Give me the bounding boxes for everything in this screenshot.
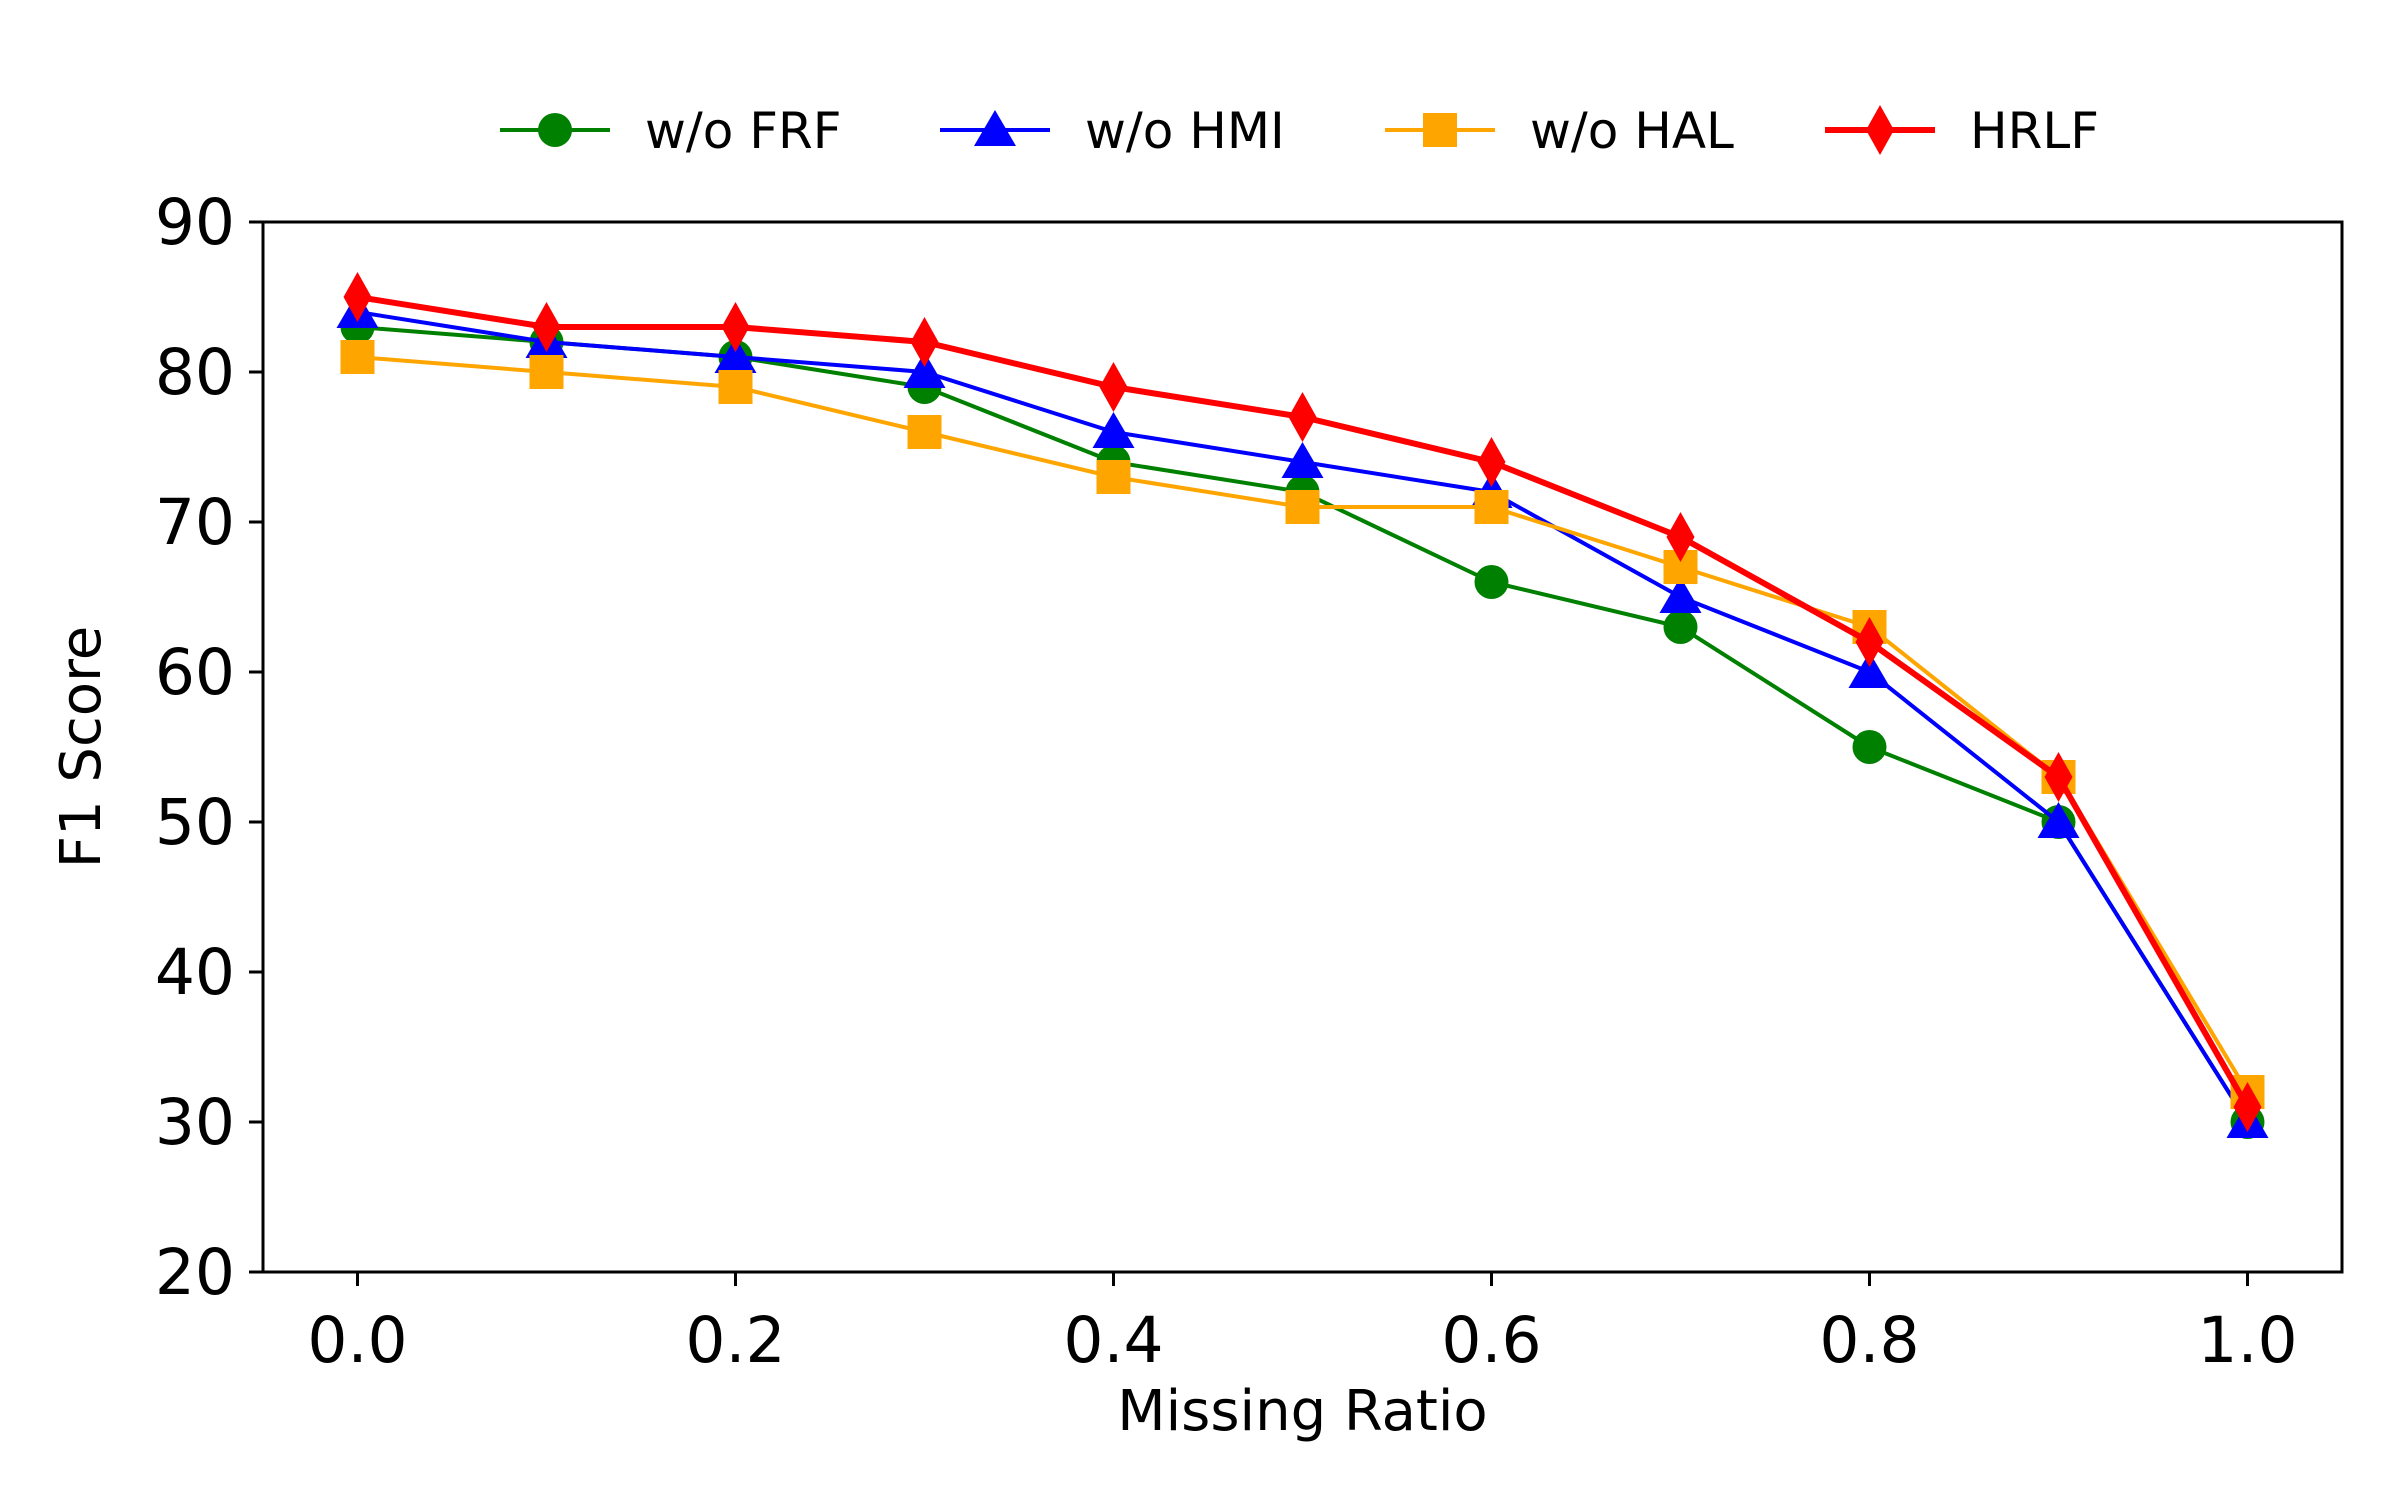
data-point-w-o-hal	[718, 370, 753, 404]
legend-marker	[974, 110, 1016, 146]
plot-frame	[261, 220, 2344, 1274]
data-point-w-o-hal	[340, 340, 375, 374]
legend-item-w-o-hmi: w/o HMI	[940, 102, 1285, 160]
data-point-w-o-hmi	[714, 337, 757, 373]
y-tick-label: 80	[155, 336, 235, 409]
data-point-hrlf	[2233, 1082, 2262, 1132]
y-tick-label: 60	[155, 636, 235, 709]
data-point-hrlf	[1855, 617, 1884, 667]
data-point-w-o-hmi	[1848, 652, 1891, 688]
data-point-w-o-frf	[1474, 565, 1509, 599]
x-tick-label: 0.6	[1441, 1304, 1541, 1377]
data-point-w-o-hmi	[2037, 802, 2080, 838]
y-tick-label: 20	[155, 1236, 235, 1309]
x-axis: 0.0 0.2 0.4 0.6 0.8 1.0	[307, 1272, 2298, 1377]
legend-label: w/o HMI	[1085, 102, 1285, 160]
series-hrlf	[343, 272, 2262, 1132]
legend: w/o FRF w/o HMI w/o HAL HRLF	[500, 102, 2099, 160]
data-point-hrlf	[1477, 437, 1506, 487]
data-point-w-o-hal	[907, 415, 942, 449]
x-tick-label: 0.2	[685, 1304, 785, 1377]
legend-label: w/o FRF	[645, 102, 841, 160]
data-point-w-o-frf	[1852, 730, 1887, 764]
legend-marker	[1423, 113, 1457, 147]
legend-marker	[538, 113, 572, 147]
data-point-w-o-hmi	[1659, 577, 1702, 613]
data-point-hrlf	[1288, 392, 1317, 442]
y-axis-title: F1 Score	[49, 626, 114, 868]
series-layer	[336, 272, 2269, 1139]
y-axis: 20 30 40 50 60 70 80 90	[155, 186, 263, 1309]
legend-label: HRLF	[1970, 102, 2099, 160]
legend-item-w-o-frf: w/o FRF	[500, 102, 841, 160]
data-point-hrlf	[2044, 752, 2073, 802]
data-point-w-o-hal	[1096, 460, 1131, 494]
data-point-w-o-hal	[1285, 490, 1320, 524]
legend-marker	[1866, 105, 1894, 155]
data-point-hrlf	[721, 302, 750, 352]
x-axis-title: Missing Ratio	[1117, 1379, 1487, 1444]
y-tick-label: 40	[155, 936, 235, 1009]
data-point-hrlf	[910, 317, 939, 367]
data-point-w-o-frf	[1663, 610, 1698, 644]
y-tick-label: 50	[155, 786, 235, 859]
x-tick-label: 1.0	[2197, 1304, 2297, 1377]
data-point-w-o-hal	[529, 355, 564, 389]
series-w-o-hal	[340, 340, 2265, 1109]
data-point-hrlf	[532, 302, 561, 352]
data-point-w-o-hmi	[903, 352, 946, 388]
legend-item-hrlf: HRLF	[1825, 102, 2099, 160]
x-tick-label: 0.8	[1819, 1304, 1919, 1377]
legend-label: w/o HAL	[1530, 102, 1734, 160]
data-point-hrlf	[1666, 512, 1695, 562]
y-tick-label: 30	[155, 1086, 235, 1159]
data-point-hrlf	[343, 272, 372, 322]
data-point-w-o-hal	[1474, 490, 1509, 524]
legend-item-w-o-hal: w/o HAL	[1385, 102, 1734, 160]
x-tick-label: 0.0	[307, 1304, 407, 1377]
data-point-w-o-hmi	[1281, 442, 1324, 478]
data-point-w-o-hmi	[1092, 412, 1135, 448]
y-tick-label: 70	[155, 486, 235, 559]
x-tick-label: 0.4	[1063, 1304, 1163, 1377]
y-tick-label: 90	[155, 186, 235, 259]
data-point-hrlf	[1099, 362, 1128, 412]
series-w-o-hmi	[336, 292, 2269, 1138]
